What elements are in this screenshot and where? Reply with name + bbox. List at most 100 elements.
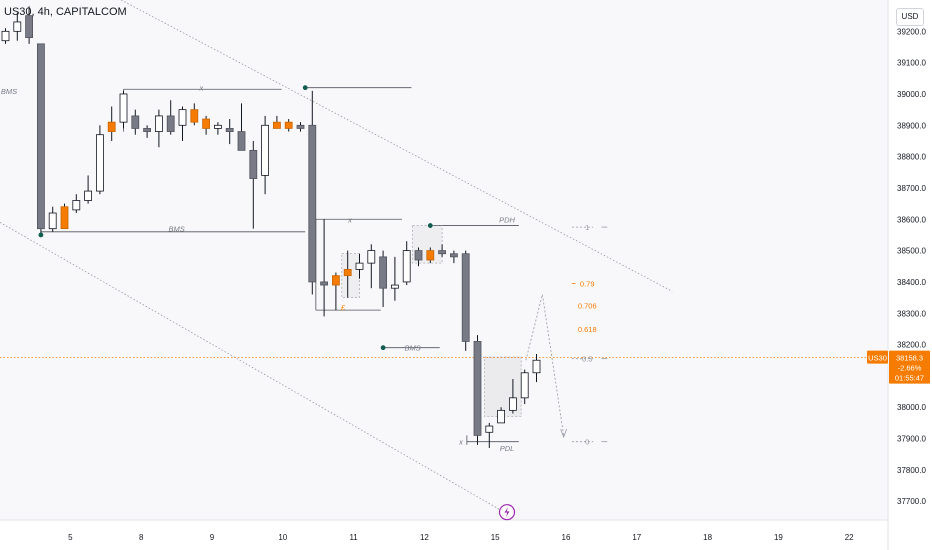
candle-body: [284, 121, 293, 129]
candle-body: [237, 131, 246, 151]
pivot-dot: [38, 232, 44, 238]
price-badge-countdown: 01:55:47: [895, 374, 924, 383]
time-tick-label: 15: [491, 533, 500, 542]
candle-body: [37, 43, 45, 230]
candle-body: [331, 275, 340, 286]
price-tick-label: 37800.0: [897, 466, 926, 475]
candle-body: [296, 124, 305, 129]
candle-body: [426, 250, 435, 261]
candle-body: [249, 149, 258, 179]
candle-body: [25, 15, 34, 38]
candle-body: [154, 115, 163, 132]
currency-button[interactable]: USD: [896, 8, 924, 26]
candle-body: [84, 190, 92, 201]
price-badge-change: -2.66%: [898, 364, 922, 373]
candle-body: [72, 200, 81, 211]
time-tick-label: 19: [774, 533, 783, 542]
time-tick-label: 8: [139, 533, 144, 542]
annotation-label: x: [458, 438, 463, 447]
candle-body: [143, 128, 152, 132]
annotation-label: BMS: [1, 87, 17, 96]
price-tick-label: 38500.0: [897, 247, 926, 256]
candle-body: [96, 134, 104, 192]
fib-label: 0.79: [580, 279, 595, 288]
annotation-label: £: [340, 303, 346, 312]
candle-body: [107, 121, 116, 132]
annotation-label: BMS: [168, 225, 184, 234]
time-tick-label: 11: [349, 533, 358, 542]
candle-body: [190, 109, 199, 123]
candle-body: [131, 115, 140, 129]
time-tick-label: 17: [632, 533, 641, 542]
candle-body: [461, 253, 470, 342]
price-tick-label: 39200.0: [897, 27, 926, 36]
channel-upper-line: [120, 0, 673, 292]
annotation-label: PDL: [500, 444, 515, 453]
candle-body: [225, 128, 234, 132]
time-tick-label: 12: [420, 533, 429, 542]
candle-body: [119, 93, 128, 123]
candle-body: [1, 30, 10, 42]
candle-body: [497, 409, 506, 424]
time-tick-label: 18: [703, 533, 712, 542]
candle-body: [48, 212, 57, 230]
price-badge-value: 38158.3: [896, 354, 923, 363]
candle-body: [485, 425, 494, 433]
symbol-title: US30, 4h, CAPITALCOM: [4, 6, 127, 18]
symbol-badge: [867, 350, 888, 364]
candle-body: [202, 118, 211, 129]
flash-bolt-icon: [504, 507, 510, 518]
price-tick-label: 38400.0: [897, 278, 926, 287]
candle-body: [178, 109, 187, 126]
fib-label: 1: [585, 223, 589, 232]
candle-body: [438, 250, 447, 255]
pivot-dot: [380, 345, 386, 351]
price-tick-label: 37700.0: [897, 497, 926, 506]
candle-body: [532, 359, 541, 374]
pivot-dot: [427, 223, 433, 228]
annotation-label: PDH: [499, 215, 515, 224]
candle-body: [166, 115, 175, 132]
time-tick-label: 10: [278, 533, 287, 542]
candle-body: [520, 372, 529, 399]
fib-label: 0.706: [578, 301, 597, 310]
pivot-dot: [302, 85, 308, 91]
price-tick-label: 38900.0: [897, 121, 926, 130]
channel-lower-line: [0, 222, 508, 515]
candle-body: [367, 250, 376, 264]
price-tick-label: 38700.0: [897, 184, 926, 193]
price-axis-pane: [888, 0, 932, 550]
candle-body: [449, 253, 458, 258]
candle-body: [60, 206, 69, 230]
annotation-label: x: [347, 215, 352, 224]
candle-body: [390, 284, 399, 289]
time-axis-pane: [0, 520, 888, 550]
candle-body: [343, 268, 352, 277]
fib-label: 0: [585, 438, 589, 447]
projection-arrowhead: [560, 429, 568, 439]
time-tick-label: 5: [68, 533, 73, 542]
price-tick-label: 39100.0: [897, 59, 926, 68]
fib-label: 0.618: [578, 325, 597, 334]
annotation-label: x: [199, 84, 204, 93]
price-tick-label: 39000.0: [897, 90, 926, 99]
plot-background: [0, 0, 888, 520]
candle-body: [272, 121, 281, 129]
price-tick-label: 38800.0: [897, 153, 926, 162]
candle-body: [261, 124, 270, 176]
candle-body: [473, 341, 482, 436]
candle-body: [379, 256, 388, 289]
price-badge: [889, 350, 930, 384]
time-tick-label: 16: [562, 533, 571, 542]
time-tick-label: 9: [210, 533, 215, 542]
candle-body: [355, 262, 364, 270]
time-tick-label: 22: [845, 533, 854, 542]
candle-body: [13, 21, 22, 32]
price-tick-label: 38200.0: [897, 341, 926, 350]
price-tick-label: 38600.0: [897, 215, 926, 224]
annotation-label: BMS: [404, 344, 420, 353]
candle-body: [308, 124, 317, 283]
candle-body: [414, 250, 423, 261]
